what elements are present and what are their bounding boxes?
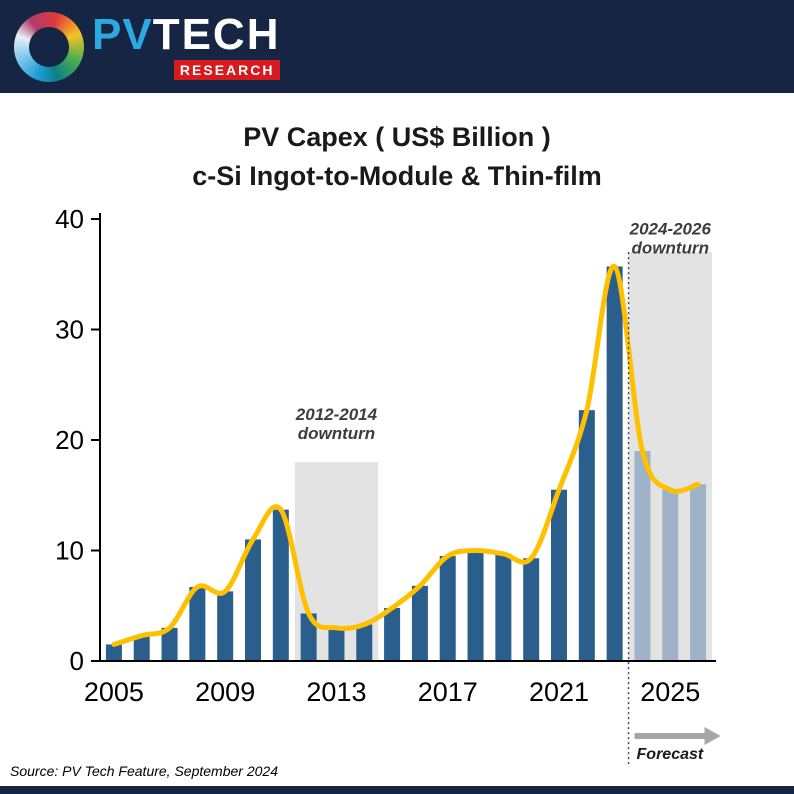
chart-title: PV Capex ( US$ Billion ) c-Si Ingot-to-M… bbox=[0, 118, 794, 196]
top-banner: PV TECH RESEARCH bbox=[0, 0, 794, 93]
svg-text:2021: 2021 bbox=[529, 677, 589, 707]
svg-text:2024-2026: 2024-2026 bbox=[629, 219, 712, 238]
svg-text:10: 10 bbox=[55, 536, 84, 566]
pvtech-swirl-icon bbox=[14, 11, 84, 82]
chart-title-line1: PV Capex ( US$ Billion ) bbox=[243, 122, 551, 152]
svg-text:2005: 2005 bbox=[84, 677, 144, 707]
svg-text:2025: 2025 bbox=[640, 677, 700, 707]
svg-text:20: 20 bbox=[55, 425, 84, 455]
svg-text:2012-2014: 2012-2014 bbox=[295, 405, 378, 424]
svg-text:2013: 2013 bbox=[306, 677, 366, 707]
logo-text: PV TECH RESEARCH bbox=[92, 10, 281, 80]
svg-text:2017: 2017 bbox=[418, 677, 478, 707]
source-note: Source: PV Tech Feature, September 2024 bbox=[10, 763, 278, 779]
svg-text:2009: 2009 bbox=[195, 677, 255, 707]
svg-text:downturn: downturn bbox=[632, 238, 709, 257]
logo-research: RESEARCH bbox=[173, 60, 281, 80]
svg-text:0: 0 bbox=[70, 646, 84, 676]
logo-tech: TECH bbox=[152, 10, 281, 59]
chart-title-line2: c-Si Ingot-to-Module & Thin-film bbox=[192, 161, 602, 192]
svg-text:downturn: downturn bbox=[298, 424, 375, 443]
svg-text:Forecast: Forecast bbox=[637, 746, 704, 763]
svg-text:30: 30 bbox=[55, 315, 84, 345]
pvtech-logo: PV TECH RESEARCH bbox=[14, 10, 281, 82]
logo-pv: PV bbox=[92, 10, 153, 59]
svg-text:40: 40 bbox=[55, 204, 84, 234]
bottom-strip bbox=[0, 786, 794, 794]
pv-capex-chart: 0 10 20 30 40 2005 2009 2013 2017 2021 2025 2012-20… bbox=[55, 204, 721, 764]
